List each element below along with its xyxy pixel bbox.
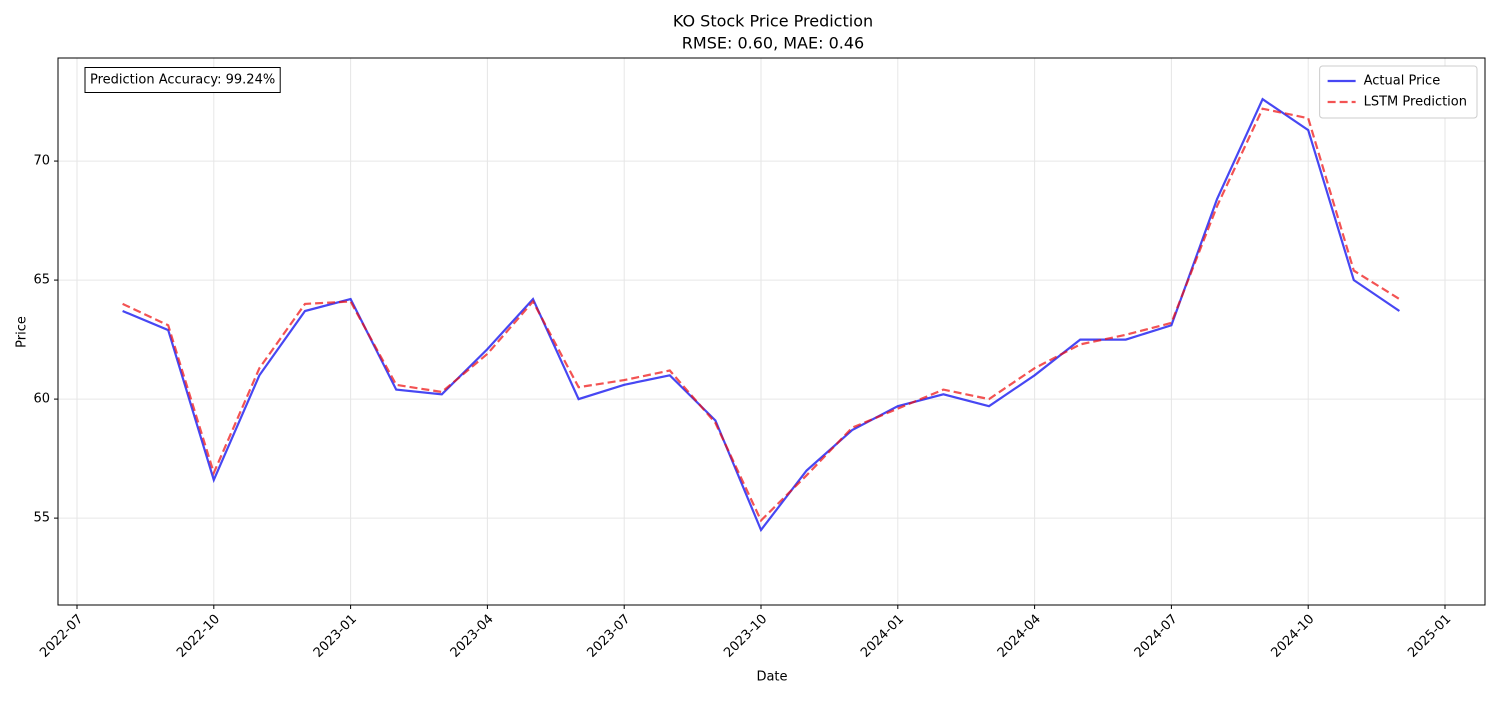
legend: Actual Price LSTM Prediction (1319, 65, 1478, 119)
chart-title: KO Stock Price Prediction (673, 12, 873, 31)
legend-label: Actual Price (1364, 74, 1441, 89)
x-axis-label: Date (756, 670, 787, 685)
y-axis-label: Price (15, 316, 30, 348)
chart-subtitle: RMSE: 0.60, MAE: 0.46 (682, 34, 864, 53)
y-tick-label: 70 (33, 154, 50, 169)
annotation-box (84, 67, 281, 93)
annotation: Prediction Accuracy: 99.24% (90, 73, 275, 88)
legend-label: LSTM Prediction (1364, 95, 1467, 110)
plot-frame (57, 57, 1486, 606)
y-tick-label: 60 (33, 392, 50, 407)
y-tick-label: 55 (33, 511, 50, 526)
y-tick-label: 65 (33, 273, 50, 288)
data-line (122, 107, 1400, 523)
legend-frame (1319, 65, 1478, 119)
